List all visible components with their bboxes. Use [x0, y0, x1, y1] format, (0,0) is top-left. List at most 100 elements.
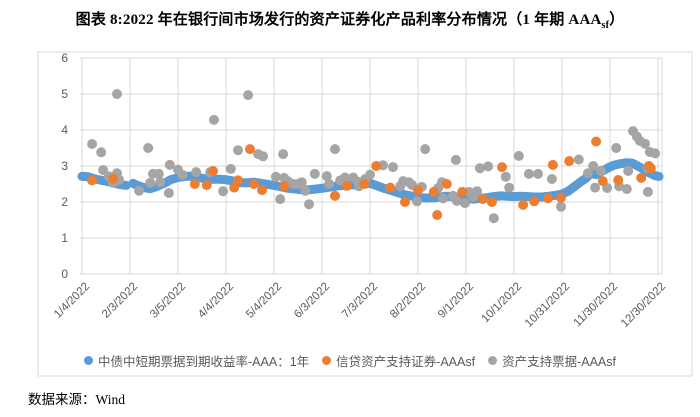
- data-point-abn: [164, 159, 175, 170]
- data-point-abn: [270, 171, 281, 182]
- data-point-clo: [245, 144, 255, 155]
- x-axis-tick-label: 3/5/2022: [148, 281, 188, 321]
- legend-item-bond-yield: 中债中短期票据到期收益率-AAA：1年: [84, 351, 309, 370]
- data-point-clo: [257, 185, 267, 196]
- data-point-abn: [420, 144, 431, 155]
- data-point-abn: [621, 184, 632, 194]
- y-axis-tick-label: 4: [61, 123, 68, 137]
- data-point-clo: [233, 175, 243, 186]
- data-point-clo: [189, 179, 200, 189]
- data-point-abn: [304, 199, 314, 210]
- data-point-abn: [582, 168, 593, 179]
- data-point-abn: [546, 174, 557, 184]
- data-point-abn: [153, 168, 164, 179]
- data-point-abn: [96, 147, 107, 158]
- legend-item-clo: 信贷资产支持证券-AAAsf: [322, 351, 475, 370]
- data-point-abn: [143, 143, 154, 153]
- data-point-abn: [640, 138, 650, 149]
- data-point-abn: [533, 168, 543, 179]
- data-point-clo: [413, 185, 423, 196]
- data-point-abn: [504, 182, 515, 193]
- data-point-clo: [385, 182, 396, 193]
- data-point-abn: [155, 177, 166, 188]
- data-point-abn: [233, 145, 243, 156]
- data-point-clo: [279, 181, 290, 192]
- chart-legend: 中债中短期票据到期收益率-AAA：1年 信贷资产支持证券-AAAsf 资产支持票…: [84, 351, 616, 370]
- data-point-clo: [457, 186, 468, 197]
- chart-title-text: 图表 8:2022 年在银行间市场发行的资产证券化产品利率分布情况（1 年期 A…: [75, 12, 602, 28]
- data-point-abn: [460, 198, 470, 209]
- x-axis-tick-label: 2/3/2022: [100, 281, 140, 321]
- data-point-abn: [321, 171, 332, 182]
- data-point-clo: [371, 161, 382, 171]
- data-point-abn: [330, 144, 340, 155]
- data-point-abn: [595, 166, 606, 176]
- x-axis-tick-label: 5/4/2022: [244, 281, 284, 321]
- data-point-abn: [451, 195, 462, 206]
- data-point-abn: [365, 169, 375, 180]
- x-axis-tick-label: 10/1/2022: [479, 281, 524, 326]
- data-point-clo: [87, 175, 98, 186]
- data-point-abn: [112, 89, 122, 99]
- data-point-abn: [275, 194, 286, 205]
- x-axis-tick-label: 8/2/2022: [388, 281, 428, 321]
- data-point-abn: [500, 171, 511, 182]
- legend-label: 信贷资产支持证券-AAAsf: [336, 355, 476, 369]
- data-point-abn: [450, 154, 461, 165]
- data-point-clo: [636, 172, 647, 183]
- data-point-abn: [177, 170, 188, 180]
- data-point-clo: [330, 190, 340, 201]
- data-point-clo: [613, 175, 624, 185]
- y-axis-tick-label: 1: [61, 231, 68, 245]
- data-point-clo: [529, 196, 540, 207]
- data-point-abn: [324, 179, 335, 189]
- data-point-abn: [590, 182, 601, 193]
- data-point-abn: [340, 172, 350, 183]
- data-point-clo: [497, 162, 507, 173]
- data-point-abn: [513, 150, 524, 161]
- gray-dot-icon: [488, 356, 498, 365]
- legend-label: 中债中短期票据到期收益率-AAA：1年: [98, 355, 310, 369]
- x-axis-tick-label: 4/4/2022: [196, 281, 236, 321]
- data-point-clo: [201, 180, 212, 191]
- data-point-abn: [209, 114, 219, 125]
- data-point-abn: [300, 185, 311, 196]
- chart-title: 图表 8:2022 年在银行间市场发行的资产证券化产品利率分布情况（1 年期 A…: [0, 8, 700, 31]
- data-point-abn: [523, 168, 534, 179]
- data-point-abn: [483, 161, 494, 172]
- legend-item-abn: 资产支持票据-AAAsf: [488, 351, 616, 370]
- data-point-abn: [145, 177, 156, 188]
- data-point-clo: [591, 136, 602, 147]
- data-point-clo: [477, 194, 488, 205]
- blue-dot-icon: [84, 356, 94, 365]
- data-point-clo: [486, 197, 497, 207]
- x-axis-tick-label: 10/31/2022: [523, 281, 572, 330]
- data-point-clo: [208, 166, 218, 176]
- data-point-clo: [248, 179, 259, 189]
- data-point-abn: [87, 139, 98, 149]
- data-point-clo: [359, 179, 370, 189]
- data-point-abn: [556, 201, 566, 212]
- data-point-clo: [597, 176, 608, 187]
- chart-frame: [37, 51, 693, 377]
- x-axis-tick-label: 1/4/2022: [52, 281, 92, 321]
- x-axis-tick-label: 9/1/2022: [436, 281, 476, 321]
- data-point-abn: [611, 143, 622, 153]
- data-point-clo: [342, 180, 352, 191]
- chart-title-suffix: ）: [609, 12, 625, 28]
- data-point-abn: [296, 177, 307, 188]
- data-point-abn: [488, 213, 499, 224]
- series-line-bond-yield: [128, 158, 664, 204]
- x-axis-tick-label: 12/30/2022: [619, 281, 668, 330]
- data-point-clo: [432, 210, 443, 220]
- data-point-abn: [278, 149, 289, 160]
- data-point-abn: [412, 196, 422, 207]
- data-point-abn: [650, 148, 661, 159]
- y-axis-tick-label: 2: [61, 195, 68, 209]
- data-point-abn: [218, 186, 229, 197]
- y-axis-tick-label: 5: [61, 87, 68, 101]
- data-point-abn: [243, 90, 254, 101]
- data-point-abn: [474, 163, 485, 174]
